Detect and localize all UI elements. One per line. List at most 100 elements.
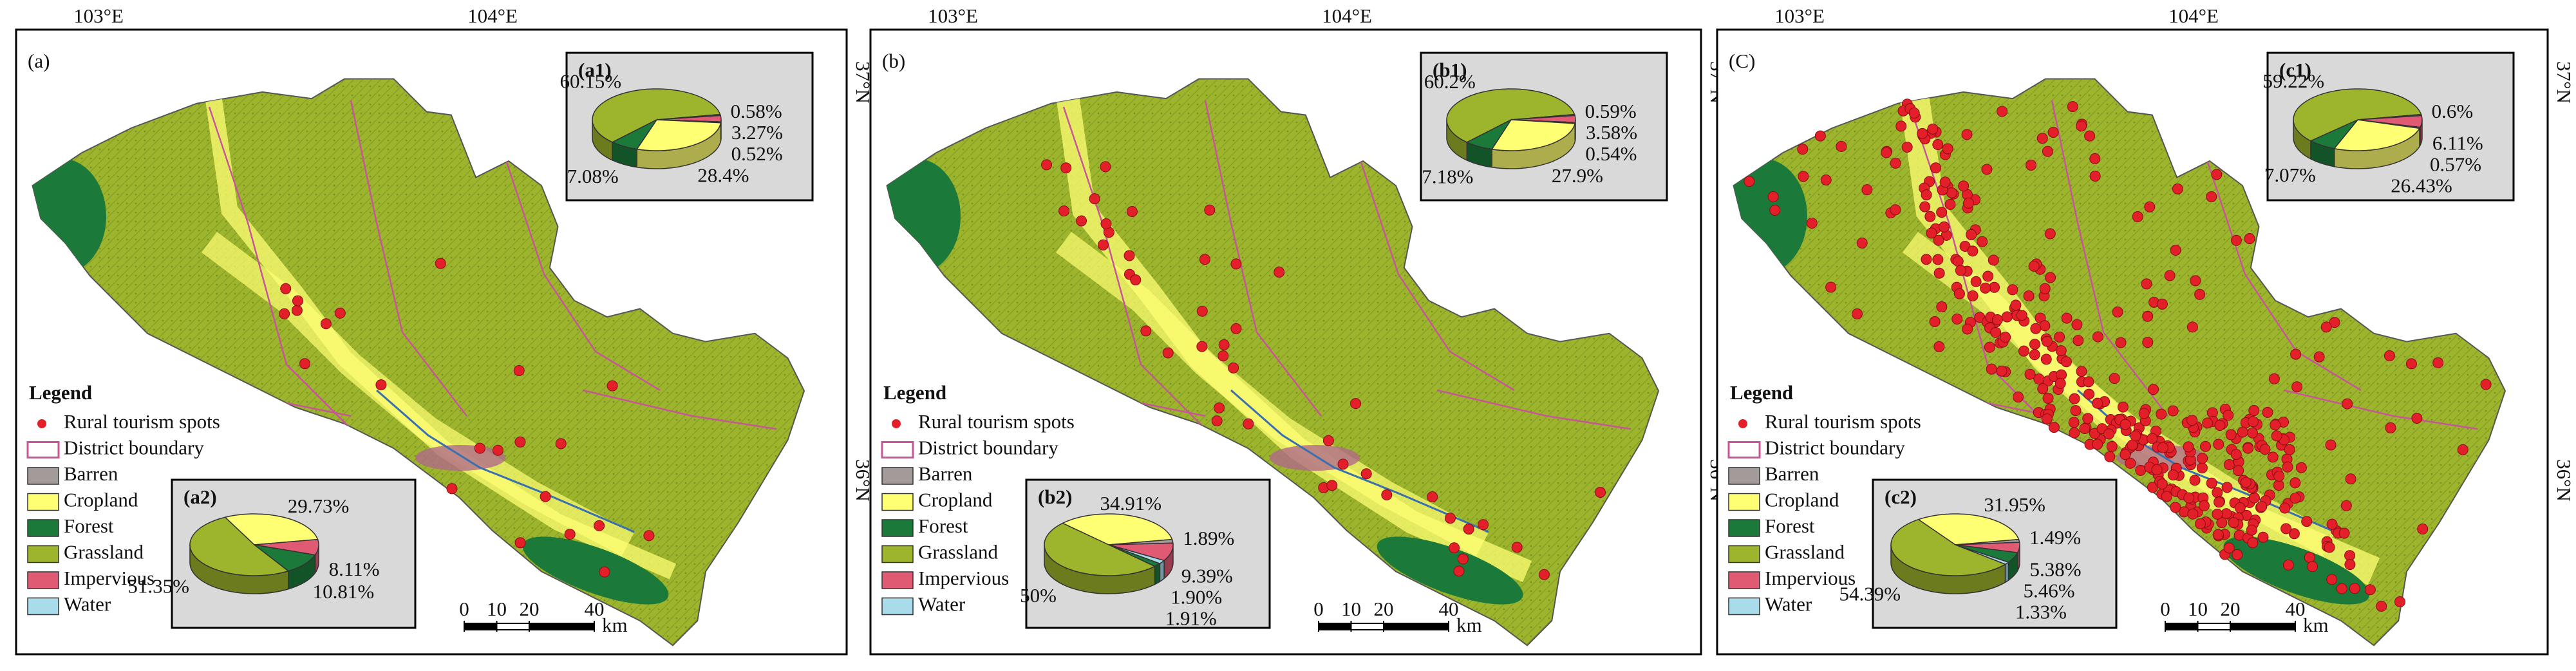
tourism-spot — [1890, 157, 1901, 169]
pie-slice — [1890, 518, 2007, 576]
tourism-spot — [2313, 351, 2325, 363]
tourism-spot — [2036, 133, 2048, 144]
tourism-spot — [1076, 215, 1087, 227]
legend-symbol — [881, 519, 914, 537]
tourism-spot — [2340, 500, 2352, 511]
tourism-spot — [334, 307, 346, 319]
tourism-spot — [2042, 146, 2053, 157]
pie-label: (a2) — [183, 486, 217, 508]
tourism-spot — [2230, 449, 2242, 460]
tourism-spot — [2271, 430, 2282, 442]
legend-label: Forest — [64, 515, 114, 537]
tourism-spot — [2232, 549, 2243, 560]
tourism-spot — [2144, 201, 2156, 213]
tourism-spot — [2223, 410, 2234, 421]
tourism-spot — [1100, 161, 1111, 173]
legend-symbol — [27, 467, 59, 485]
tourism-spot — [2092, 397, 2103, 409]
tourism-spot — [2186, 321, 2198, 333]
scale-segment — [496, 623, 530, 630]
impervious-patch — [415, 445, 505, 471]
tourism-spot — [1962, 197, 1974, 209]
tourism-spot — [2070, 405, 2082, 417]
pie-slice — [1044, 522, 1156, 576]
tourism-spot — [1797, 144, 1809, 155]
district-boundary — [582, 389, 776, 430]
tourism-spot — [2417, 524, 2429, 535]
tourism-spot — [1360, 468, 1372, 480]
tourism-spot — [2040, 354, 2052, 365]
tourism-spot — [2127, 439, 2138, 451]
pie-value-label: 51.35% — [127, 575, 189, 598]
tourism-spot — [2212, 508, 2223, 520]
tourism-spot — [2301, 516, 2313, 527]
tourism-spot — [2211, 169, 2223, 180]
tourism-spot — [291, 305, 303, 316]
scale-label: 10 — [2188, 598, 2208, 620]
river — [376, 389, 635, 533]
pie-label: (c2) — [1885, 486, 1917, 508]
legend-title: Legend — [1730, 381, 1793, 404]
impervious-patch — [2116, 445, 2206, 471]
tourism-spot — [2194, 288, 2206, 300]
tourism-spot — [599, 566, 610, 578]
tourism-spot — [2457, 444, 2468, 455]
tourism-spot — [2030, 323, 2042, 334]
legend-symbol — [881, 467, 914, 485]
legend-label: Water — [64, 593, 111, 616]
river — [1230, 389, 1489, 533]
tourism-spot — [299, 358, 310, 370]
tourism-spot — [1162, 347, 1174, 359]
tourism-spot — [2230, 234, 2242, 246]
tourism-spot — [2244, 233, 2255, 245]
legend-label: Forest — [918, 515, 968, 537]
tourism-spot — [2202, 417, 2214, 429]
panel-label: (a) — [28, 50, 50, 72]
tourism-spot — [2069, 393, 2080, 404]
tourism-spot — [2194, 518, 2206, 529]
tourism-spot — [1445, 513, 1456, 524]
tourism-spot — [2290, 348, 2302, 360]
tourism-spot — [1836, 140, 1847, 152]
district-boundary — [1436, 389, 1631, 430]
tourism-spot — [2000, 332, 2011, 343]
tourism-spot — [2432, 357, 2444, 368]
tourism-spot — [2216, 516, 2228, 528]
pie-slice — [254, 544, 316, 572]
legend-symbol — [1728, 519, 1760, 537]
scale-unit: km — [2303, 614, 2329, 636]
pie-slice — [1465, 118, 1513, 150]
tourism-spot — [2141, 278, 2152, 290]
tourism-spot — [1926, 227, 1937, 239]
pie-value-label: 1.49% — [2029, 526, 2081, 549]
tourism-spot — [1230, 323, 1242, 334]
tourism-spot — [555, 438, 567, 449]
pie-value-label: 9.39% — [1181, 564, 1233, 587]
legend-label: Rural tourism spots — [64, 410, 220, 433]
tourism-spot — [1744, 176, 1755, 187]
tourism-spot — [1980, 282, 1991, 294]
tourism-spot — [1961, 129, 1973, 140]
tourism-spot — [1326, 480, 1338, 491]
legend-label: Barren — [918, 462, 973, 485]
district-boundary — [2051, 100, 2168, 417]
tourism-spot — [2167, 469, 2179, 481]
tourism-spot — [1214, 402, 1225, 413]
pie-side — [1154, 562, 1161, 585]
tourism-spot — [2048, 422, 2060, 433]
tourism-spot — [1798, 171, 1809, 182]
legend-symbol — [27, 571, 59, 589]
tourism-spot — [2083, 376, 2094, 388]
cropland-belt — [1056, 232, 1489, 556]
tourism-spot — [2047, 126, 2059, 138]
scale-label: 40 — [2286, 598, 2306, 620]
tourism-spot — [2142, 337, 2154, 348]
tourism-spot — [513, 364, 525, 376]
pie-value-label: 5.38% — [2030, 558, 2082, 581]
tourism-spot — [2007, 284, 2018, 296]
tourism-spot — [1820, 175, 1832, 186]
tourism-spot — [2089, 153, 2101, 164]
legend-label: Cropland — [1765, 489, 1839, 511]
tourism-spot — [2223, 542, 2235, 554]
